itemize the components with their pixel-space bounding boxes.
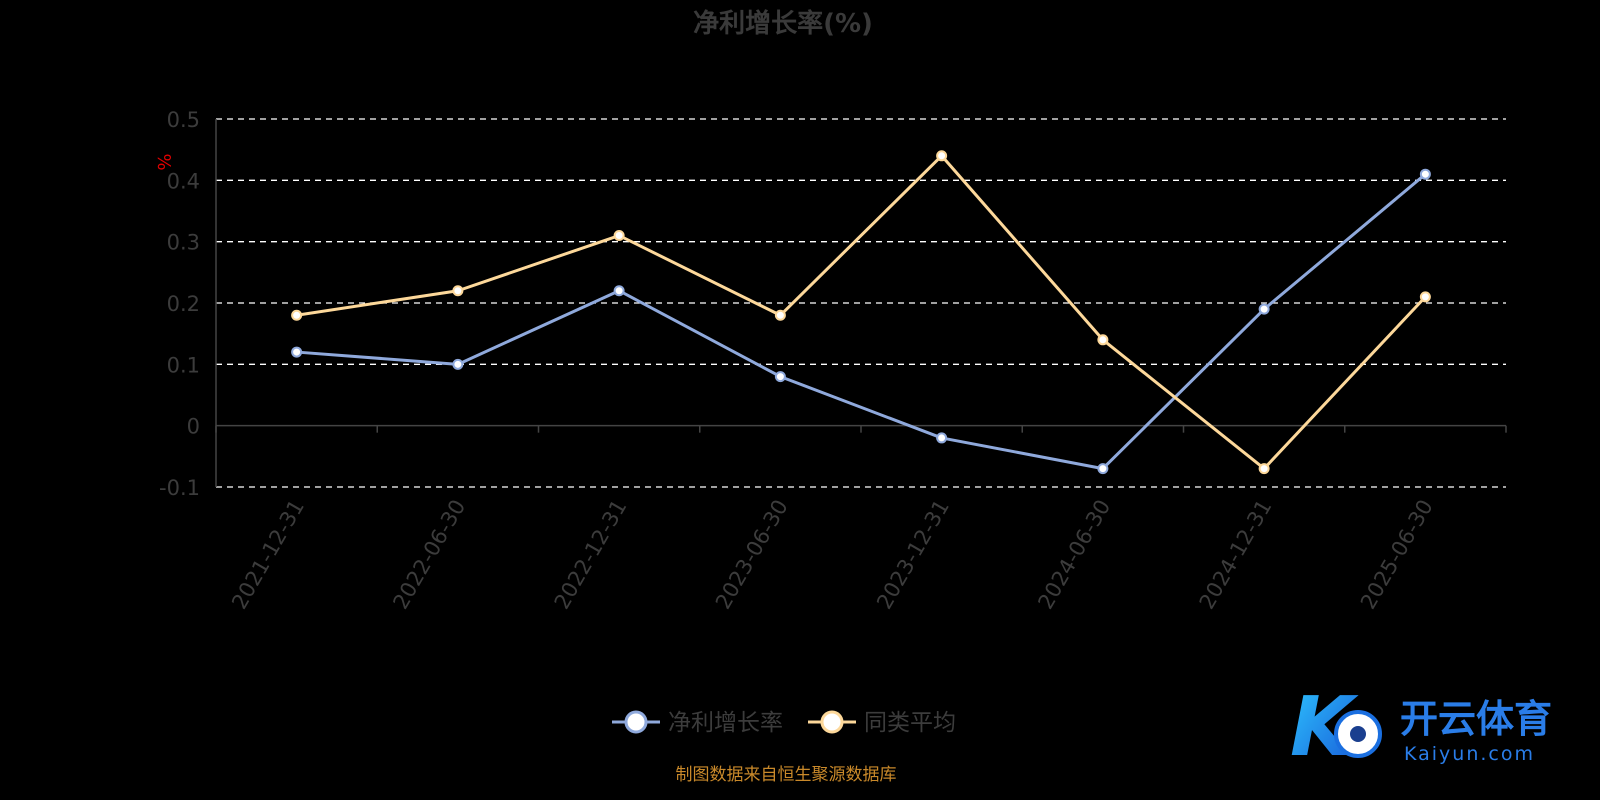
- series-2-point: [291, 309, 303, 321]
- soccer-ball-patch-icon: [1350, 726, 1366, 742]
- legend-item-series-2[interactable]: 同类平均: [808, 710, 956, 736]
- logo-en-text: Kaiyun.com: [1404, 743, 1535, 765]
- y-tick-labels: 0.5 0.4 0.3 0.2 0.1 0 -0.1: [159, 108, 200, 500]
- x-tick-labels: 2021-12-31 2022-06-30 2022-12-31 2023-06-30…: [227, 496, 1438, 614]
- x-tick-label: 2024-06-30: [1033, 496, 1115, 614]
- x-tick-label: 2022-06-30: [388, 496, 470, 614]
- series-line-2: [296, 154, 1427, 471]
- series-1-point: [936, 432, 948, 444]
- y-tick-label: 0.4: [167, 169, 200, 193]
- series-1-point: [1258, 303, 1270, 315]
- chart-title: 净利增长率(%): [693, 8, 873, 39]
- series-2-point: [613, 230, 625, 242]
- grid-lines: [216, 118, 1506, 488]
- legend-marker-icon: [624, 710, 648, 734]
- y-tick-label: 0.5: [167, 108, 200, 132]
- x-tick-label: 2024-12-31: [1195, 496, 1277, 614]
- x-tick-label: 2023-12-31: [872, 496, 954, 614]
- x-tick-label: 2023-06-30: [711, 496, 793, 614]
- x-tick-label: 2022-12-31: [550, 496, 632, 614]
- x-tick-label: 2021-12-31: [227, 496, 309, 614]
- axes: [215, 119, 1507, 487]
- series-1-point: [291, 346, 303, 358]
- y-tick-label: 0.1: [167, 353, 200, 377]
- series-2-point: [1419, 291, 1431, 303]
- logo-cn-text: 开云体育: [1400, 697, 1552, 741]
- series-2-point: [1097, 334, 1109, 346]
- series-1-point: [1419, 168, 1431, 180]
- x-tick-label: 2025-06-30: [1356, 496, 1438, 614]
- source-note: 制图数据来自恒生聚源数据库: [676, 765, 897, 785]
- legend-item-series-1[interactable]: 净利增长率: [612, 710, 783, 736]
- y-axis-label: %: [153, 153, 174, 170]
- y-tick-label: 0: [187, 415, 200, 439]
- series-1-point: [1097, 463, 1109, 475]
- series-2-point: [774, 309, 786, 321]
- y-tick-label: -0.1: [159, 476, 200, 500]
- series-layer: [291, 150, 1431, 475]
- series-2-point: [936, 150, 948, 162]
- series-1-point: [452, 358, 464, 370]
- series-1-point: [613, 285, 625, 297]
- legend[interactable]: 净利增长率 同类平均: [612, 710, 956, 736]
- series-2-point: [452, 285, 464, 297]
- y-tick-label: 0.3: [167, 231, 200, 255]
- legend-marker-icon: [820, 710, 844, 734]
- legend-label-series-1: 净利增长率: [668, 710, 783, 736]
- legend-label-series-2: 同类平均: [864, 710, 956, 736]
- series-2-point: [1258, 463, 1270, 475]
- series-line-1: [296, 173, 1427, 471]
- watermark-logo: K 开云体育 Kaiyun.com: [1290, 680, 1552, 775]
- series-1-point: [774, 371, 786, 383]
- y-tick-label: 0.2: [167, 292, 200, 316]
